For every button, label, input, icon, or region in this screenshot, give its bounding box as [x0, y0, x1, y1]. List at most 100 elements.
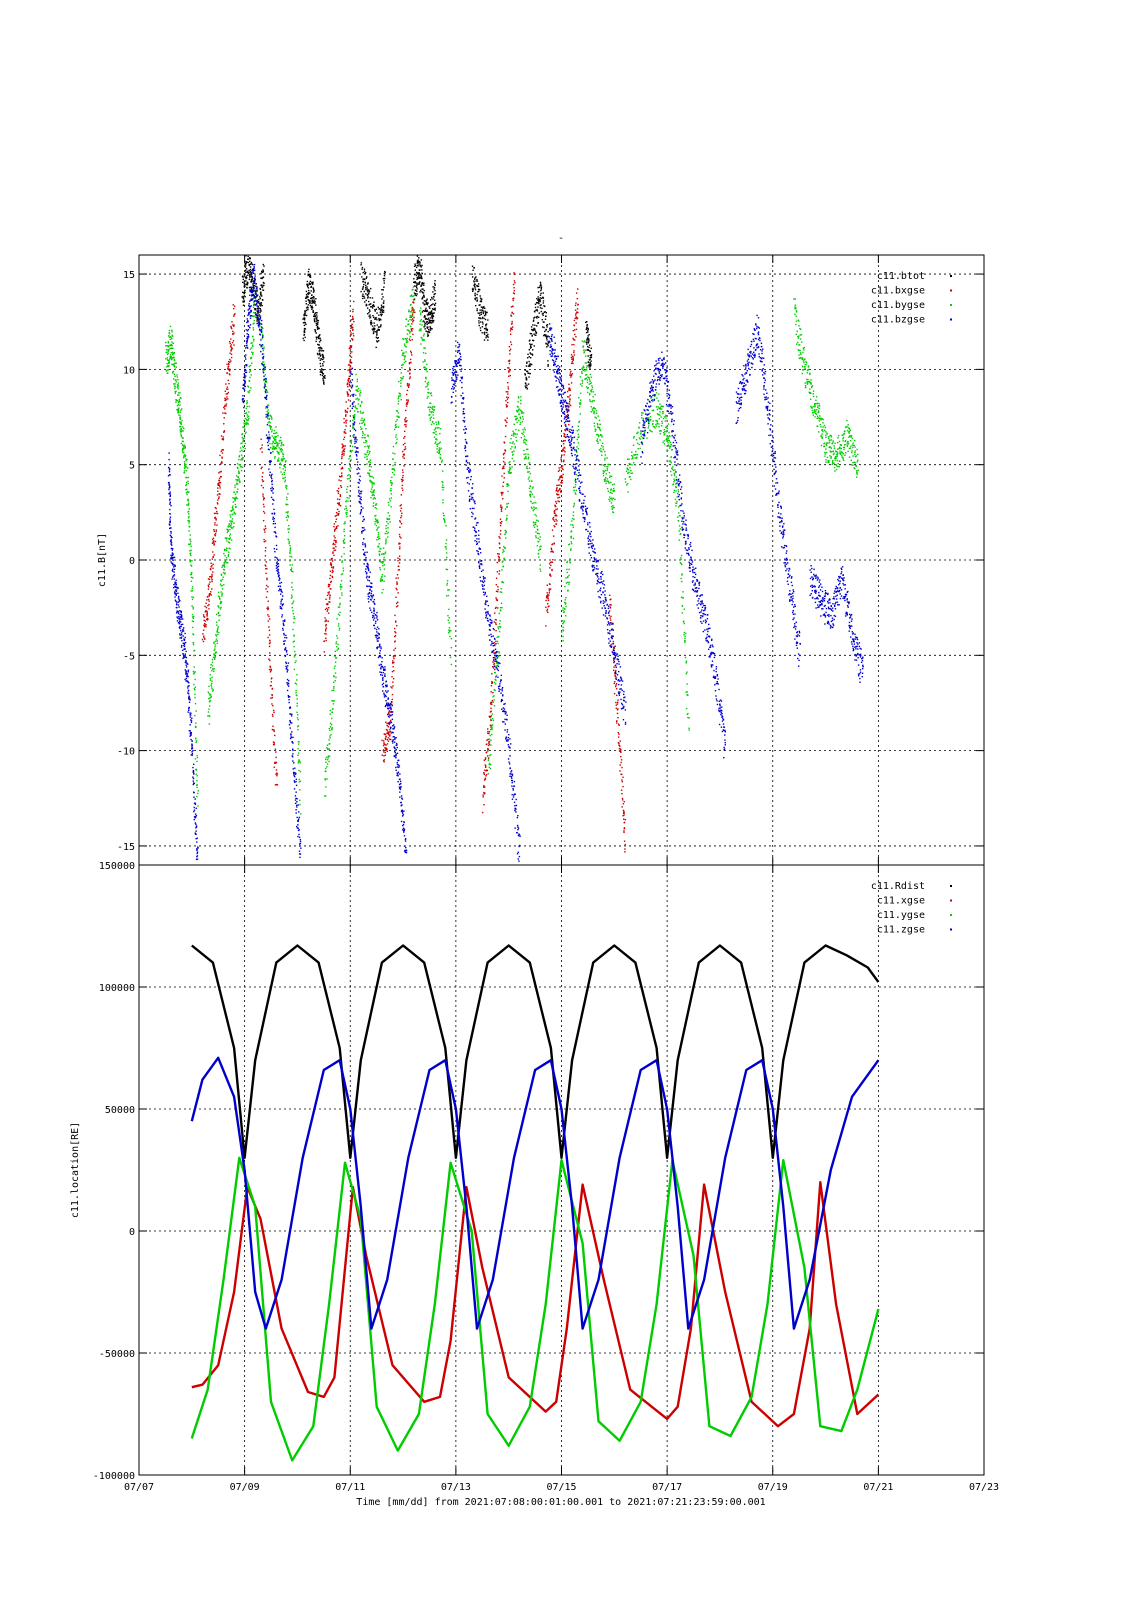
data-point	[623, 813, 624, 814]
data-point	[511, 315, 512, 316]
data-point	[400, 517, 401, 518]
data-point	[343, 570, 344, 571]
data-point	[308, 287, 309, 288]
data-point	[195, 774, 196, 775]
data-point	[416, 288, 417, 289]
data-point	[381, 307, 382, 308]
data-point	[365, 288, 366, 289]
data-point	[211, 688, 212, 689]
data-point	[215, 513, 216, 514]
data-point	[376, 333, 377, 334]
data-point	[233, 509, 234, 510]
data-point	[502, 552, 503, 553]
data-point	[399, 527, 400, 528]
data-point	[271, 418, 272, 419]
data-point	[341, 458, 342, 459]
data-point	[316, 332, 317, 333]
data-point	[312, 283, 313, 284]
data-point	[383, 311, 384, 312]
data-point	[381, 554, 382, 555]
data-point	[507, 391, 508, 392]
data-point	[487, 319, 488, 320]
data-point	[237, 476, 238, 477]
data-point	[325, 771, 326, 772]
data-point	[590, 382, 591, 383]
data-point	[381, 580, 382, 581]
data-point	[575, 302, 576, 303]
data-point	[617, 717, 618, 718]
data-point	[448, 622, 449, 623]
data-point	[214, 646, 215, 647]
data-point	[595, 429, 596, 430]
data-point	[427, 326, 428, 327]
data-point	[408, 311, 409, 312]
data-point	[569, 401, 570, 402]
data-point	[345, 433, 346, 434]
data-point	[181, 429, 182, 430]
data-point	[445, 543, 446, 544]
data-point	[343, 453, 344, 454]
data-point	[554, 505, 555, 506]
data-point	[249, 406, 250, 407]
data-point	[371, 306, 372, 307]
data-point	[413, 286, 414, 287]
data-point	[566, 582, 567, 583]
data-point	[550, 565, 551, 566]
data-point	[529, 356, 530, 357]
data-point	[580, 403, 581, 404]
data-point	[268, 620, 269, 621]
data-point	[166, 363, 167, 364]
data-point	[483, 796, 484, 797]
data-point	[540, 299, 541, 300]
data-point	[241, 466, 242, 467]
data-point	[246, 261, 247, 262]
data-point	[398, 381, 399, 382]
data-point	[481, 301, 482, 302]
data-point	[398, 398, 399, 399]
data-point	[330, 571, 331, 572]
data-point	[603, 473, 604, 474]
data-point	[488, 760, 489, 761]
data-point	[473, 281, 474, 282]
data-point	[229, 370, 230, 371]
data-point	[383, 303, 384, 304]
data-point	[221, 451, 222, 452]
data-point	[393, 650, 394, 651]
data-point	[382, 565, 383, 566]
data-point	[483, 785, 484, 786]
data-point	[324, 651, 325, 652]
data-point	[233, 522, 234, 523]
data-point	[586, 378, 587, 379]
data-point	[401, 504, 402, 505]
data-point	[562, 636, 563, 637]
data-point	[380, 326, 381, 327]
data-point	[617, 703, 618, 704]
data-point	[573, 538, 574, 539]
data-point	[447, 589, 448, 590]
data-point	[509, 442, 510, 443]
data-point	[262, 287, 263, 288]
data-point	[361, 418, 362, 419]
data-point	[579, 421, 580, 422]
data-point	[306, 315, 307, 316]
data-point	[332, 570, 333, 571]
data-point	[610, 619, 611, 620]
data-point	[272, 716, 273, 717]
data-point	[220, 471, 221, 472]
data-point	[170, 339, 171, 340]
data-point	[246, 419, 247, 420]
data-point	[248, 411, 249, 412]
data-point	[329, 578, 330, 579]
data-point	[239, 455, 240, 456]
data-point	[252, 345, 253, 346]
data-point	[426, 311, 427, 312]
data-point	[510, 438, 511, 439]
data-point	[597, 438, 598, 439]
data-point	[596, 410, 597, 411]
data-point	[352, 339, 353, 340]
data-point	[329, 597, 330, 598]
data-point	[359, 390, 360, 391]
data-point	[197, 805, 198, 806]
data-point	[383, 755, 384, 756]
data-point	[522, 421, 523, 422]
